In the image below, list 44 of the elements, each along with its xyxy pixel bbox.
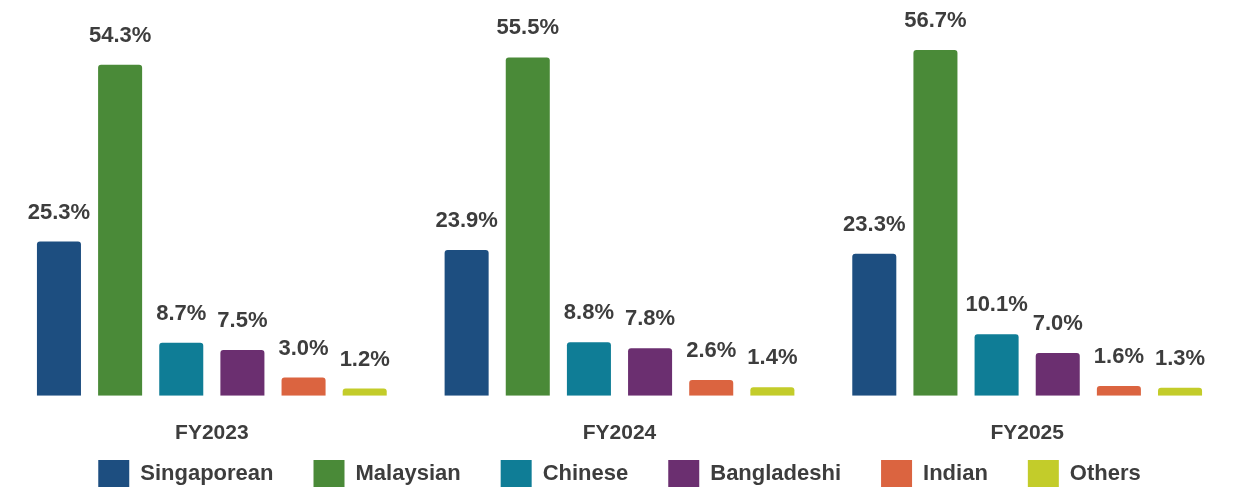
bar — [913, 50, 958, 396]
bar — [281, 377, 326, 396]
data-label: 25.3% — [27, 198, 91, 224]
bar — [689, 379, 734, 396]
data-label: 54.3% — [88, 21, 152, 47]
data-label: 7.5% — [217, 307, 268, 333]
data-label: 1.6% — [1093, 343, 1144, 369]
data-label: 1.3% — [1154, 344, 1206, 370]
legend-label: Chinese — [542, 459, 629, 485]
bar — [628, 348, 673, 396]
data-label: 1.2% — [339, 345, 390, 371]
data-label: 2.6% — [686, 337, 737, 363]
data-label: 23.9% — [435, 207, 498, 233]
legend-label: Indian — [923, 459, 988, 485]
legend-label: Others — [1069, 459, 1141, 485]
data-label: 55.5% — [496, 14, 559, 40]
data-label: 8.8% — [563, 299, 614, 325]
bar — [750, 387, 795, 396]
data-label: 23.3% — [843, 210, 906, 236]
bar — [98, 64, 143, 396]
x-tick-label: FY2024 — [582, 420, 657, 444]
bar — [566, 342, 611, 396]
legend-label: Singaporean — [140, 459, 274, 485]
bar — [1096, 386, 1141, 396]
data-label: 7.0% — [1032, 310, 1083, 336]
x-tick-label: FY2025 — [990, 420, 1065, 444]
data-label: 7.8% — [625, 305, 676, 331]
x-tick-label: FY2023 — [175, 420, 249, 444]
bar — [159, 342, 204, 396]
bar — [342, 388, 387, 396]
data-label: 8.7% — [156, 299, 207, 325]
bar — [36, 241, 81, 396]
legend-label: Bangladeshi — [710, 459, 842, 485]
data-label: 3.0% — [278, 334, 329, 360]
bar — [505, 57, 550, 396]
bar — [444, 250, 489, 396]
legend-label: Malaysian — [355, 459, 461, 485]
data-label: 1.4% — [747, 344, 798, 370]
bar — [220, 350, 265, 396]
data-label: 56.7% — [904, 7, 967, 33]
data-label: 10.1% — [965, 291, 1028, 317]
bar — [852, 253, 897, 396]
bar — [974, 334, 1019, 396]
bar — [1035, 353, 1080, 396]
